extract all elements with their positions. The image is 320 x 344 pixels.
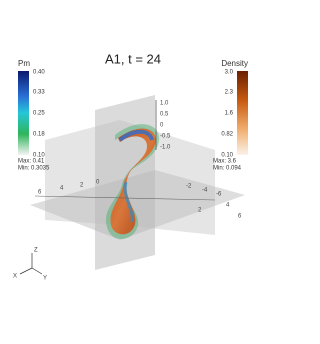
axis-label: 4 [60,186,64,192]
axis-label: -0.5 [160,134,171,140]
axis-label: 0 [96,180,100,186]
axis-label: 2 [198,208,202,214]
volume-stripe [118,129,154,142]
colorbar-tick: 0.33 [33,90,45,96]
axis-label: 0.5 [160,112,169,118]
axis-label: -2 [186,184,192,190]
axis-label: -1.0 [160,145,171,151]
colorbar-tick: 1.6 [225,111,234,117]
colorbar-tick: 0.18 [33,132,45,138]
colorbar-tick: 0.82 [221,132,233,138]
axis-label: 6 [38,190,42,196]
axis-label: 2 [80,183,84,189]
colorbar-title: Density [221,59,248,68]
axis-label: -6 [216,192,222,198]
title: A1, t = 24 [105,51,161,66]
volume-body [110,128,156,235]
axis-label: 1.0 [160,101,169,107]
triad-label: Y [43,276,47,282]
horizontal-plane [30,170,245,240]
colorbar-tick: 2.3 [225,90,234,96]
triad-label: X [13,274,17,280]
axis-label: -4 [202,188,208,194]
axis-label: 4 [226,203,230,209]
colorbar [237,71,248,155]
axis-label: 0 [160,123,164,129]
colorbar-tick: 3.0 [225,70,234,76]
colorbar-min: Min: 0.3035 [18,166,50,172]
triad-label: Z [34,248,38,254]
colorbar-title: Pm [18,59,30,68]
colorbar-min: Min: 0.094 [213,166,242,172]
colorbar-max: Max: 3.6 [213,159,237,165]
visualization: 1.0 0.5 0 -0.5 -1.0 6 4 2 0 -2 -4 -6 2 4… [13,51,248,282]
colorbar-tick: 0.10 [33,153,45,159]
colorbar-max: Max: 0.41 [18,159,45,165]
colorbar-tick: 0.40 [33,70,45,76]
axis-label: 6 [238,214,242,220]
colorbar-tick: 0.10 [221,153,233,159]
colorbar-tick: 0.25 [33,111,45,117]
volume-stripe [123,181,134,223]
orientation-triad [19,253,43,275]
back-plane [45,120,215,235]
horizontal-axis [34,195,216,201]
colorbar [18,71,29,155]
